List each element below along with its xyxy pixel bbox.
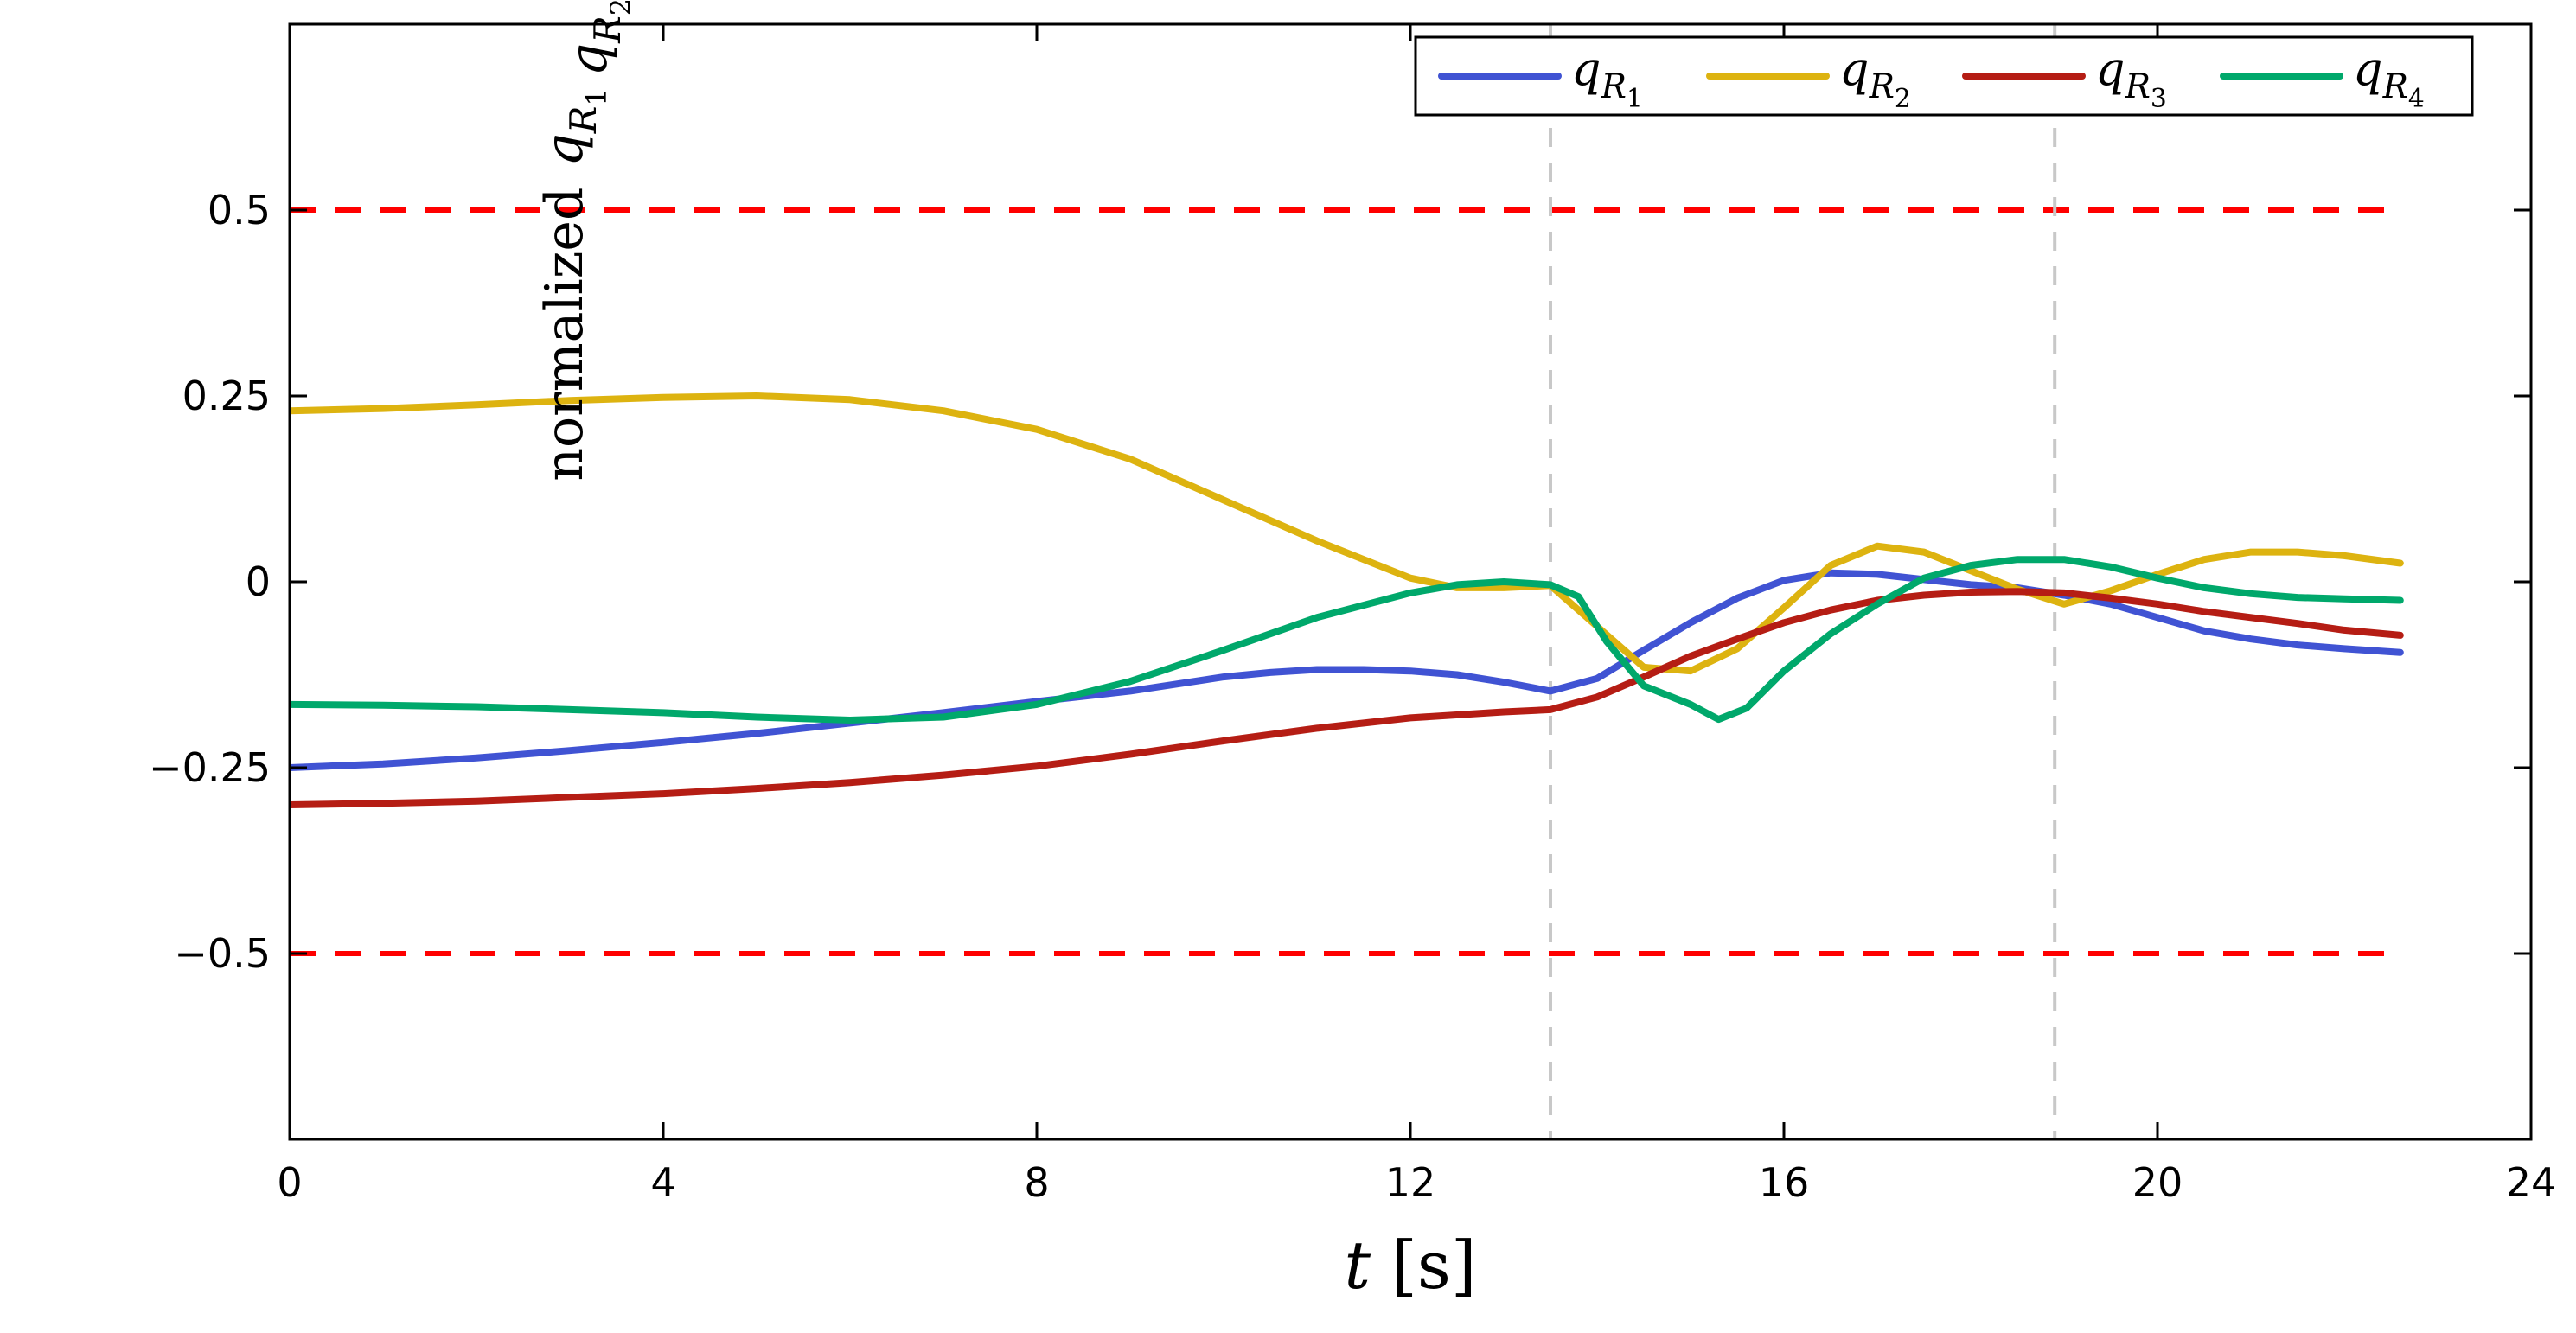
legend-label-qR4-sub: R [2382,67,2408,106]
x-tick-label-4: 16 [1759,1159,1810,1206]
legend-label-qR3: qR3 [2095,41,2167,114]
y-axis-var-2-base: q [559,43,619,76]
legend-label-qR2-base: q [1839,41,1870,96]
y-axis-var-2-sub: R [586,16,629,44]
x-axis-var: t [1344,1227,1371,1304]
legend-label-qR4-base: q [2353,41,2383,96]
y-tick-label-4: 0.5 [208,187,271,233]
y-axis-var-1-sub: R [562,106,604,135]
x-axis-label: t [s] [1344,1227,1476,1304]
legend-label-qR1: qR1 [1571,41,1643,114]
x-axis-space [1371,1227,1391,1304]
legend-label-qR2: qR2 [1839,41,1911,114]
legend-label-qR4-subsub: 4 [2408,84,2425,114]
y-tick-label-0: −0.5 [174,930,271,977]
y-axis-label: normalizedqR1qR2qR3qR4[rad] [534,0,692,482]
series-qR1-line [290,569,2404,771]
legend-label-qR2-subsub: 2 [1895,84,1911,114]
y-tick-label-3: 0.25 [182,373,271,419]
legend-label-qR4: qR4 [2353,41,2425,114]
y-tick-label-1: −0.25 [149,744,271,791]
x-tick-label-5: 20 [2132,1159,2183,1206]
x-tick-label-2: 8 [1024,1159,1049,1206]
legend-label-qR2-sub: R [1869,67,1895,106]
y-axis-var-1-base: q [534,133,595,166]
legend-label-qR3-sub: R [2125,67,2151,106]
y-axis-var-2-subsub: 2 [604,0,637,16]
x-tick-label-0: 0 [277,1159,302,1206]
series-qR4-line [290,556,2404,724]
y-axis-label-text: normalizedqR1qR2qR3qR4[rad] [534,0,692,482]
series-group [290,392,2404,808]
legend-label-qR1-sub: R [1601,67,1627,106]
y-tick-label-2: 0 [246,558,271,605]
x-axis-unit: [s] [1391,1227,1476,1304]
x-tick-label-1: 4 [650,1159,675,1206]
legend-label-qR1-base: q [1571,41,1601,96]
x-axis-label-text: t [s] [1344,1227,1476,1304]
x-tick-label-3: 12 [1385,1159,1436,1206]
y-axis-prefix: normalized [534,188,595,482]
legend-label-qR1-subsub: 1 [1627,84,1643,114]
x-tick-label-6: 24 [2506,1159,2557,1206]
y-axis-var-1-subsub: 1 [580,88,613,105]
legend-label-qR3-subsub: 3 [2151,84,2167,114]
legend-label-qR3-base: q [2095,41,2125,96]
series-qR3-line [290,588,2404,808]
